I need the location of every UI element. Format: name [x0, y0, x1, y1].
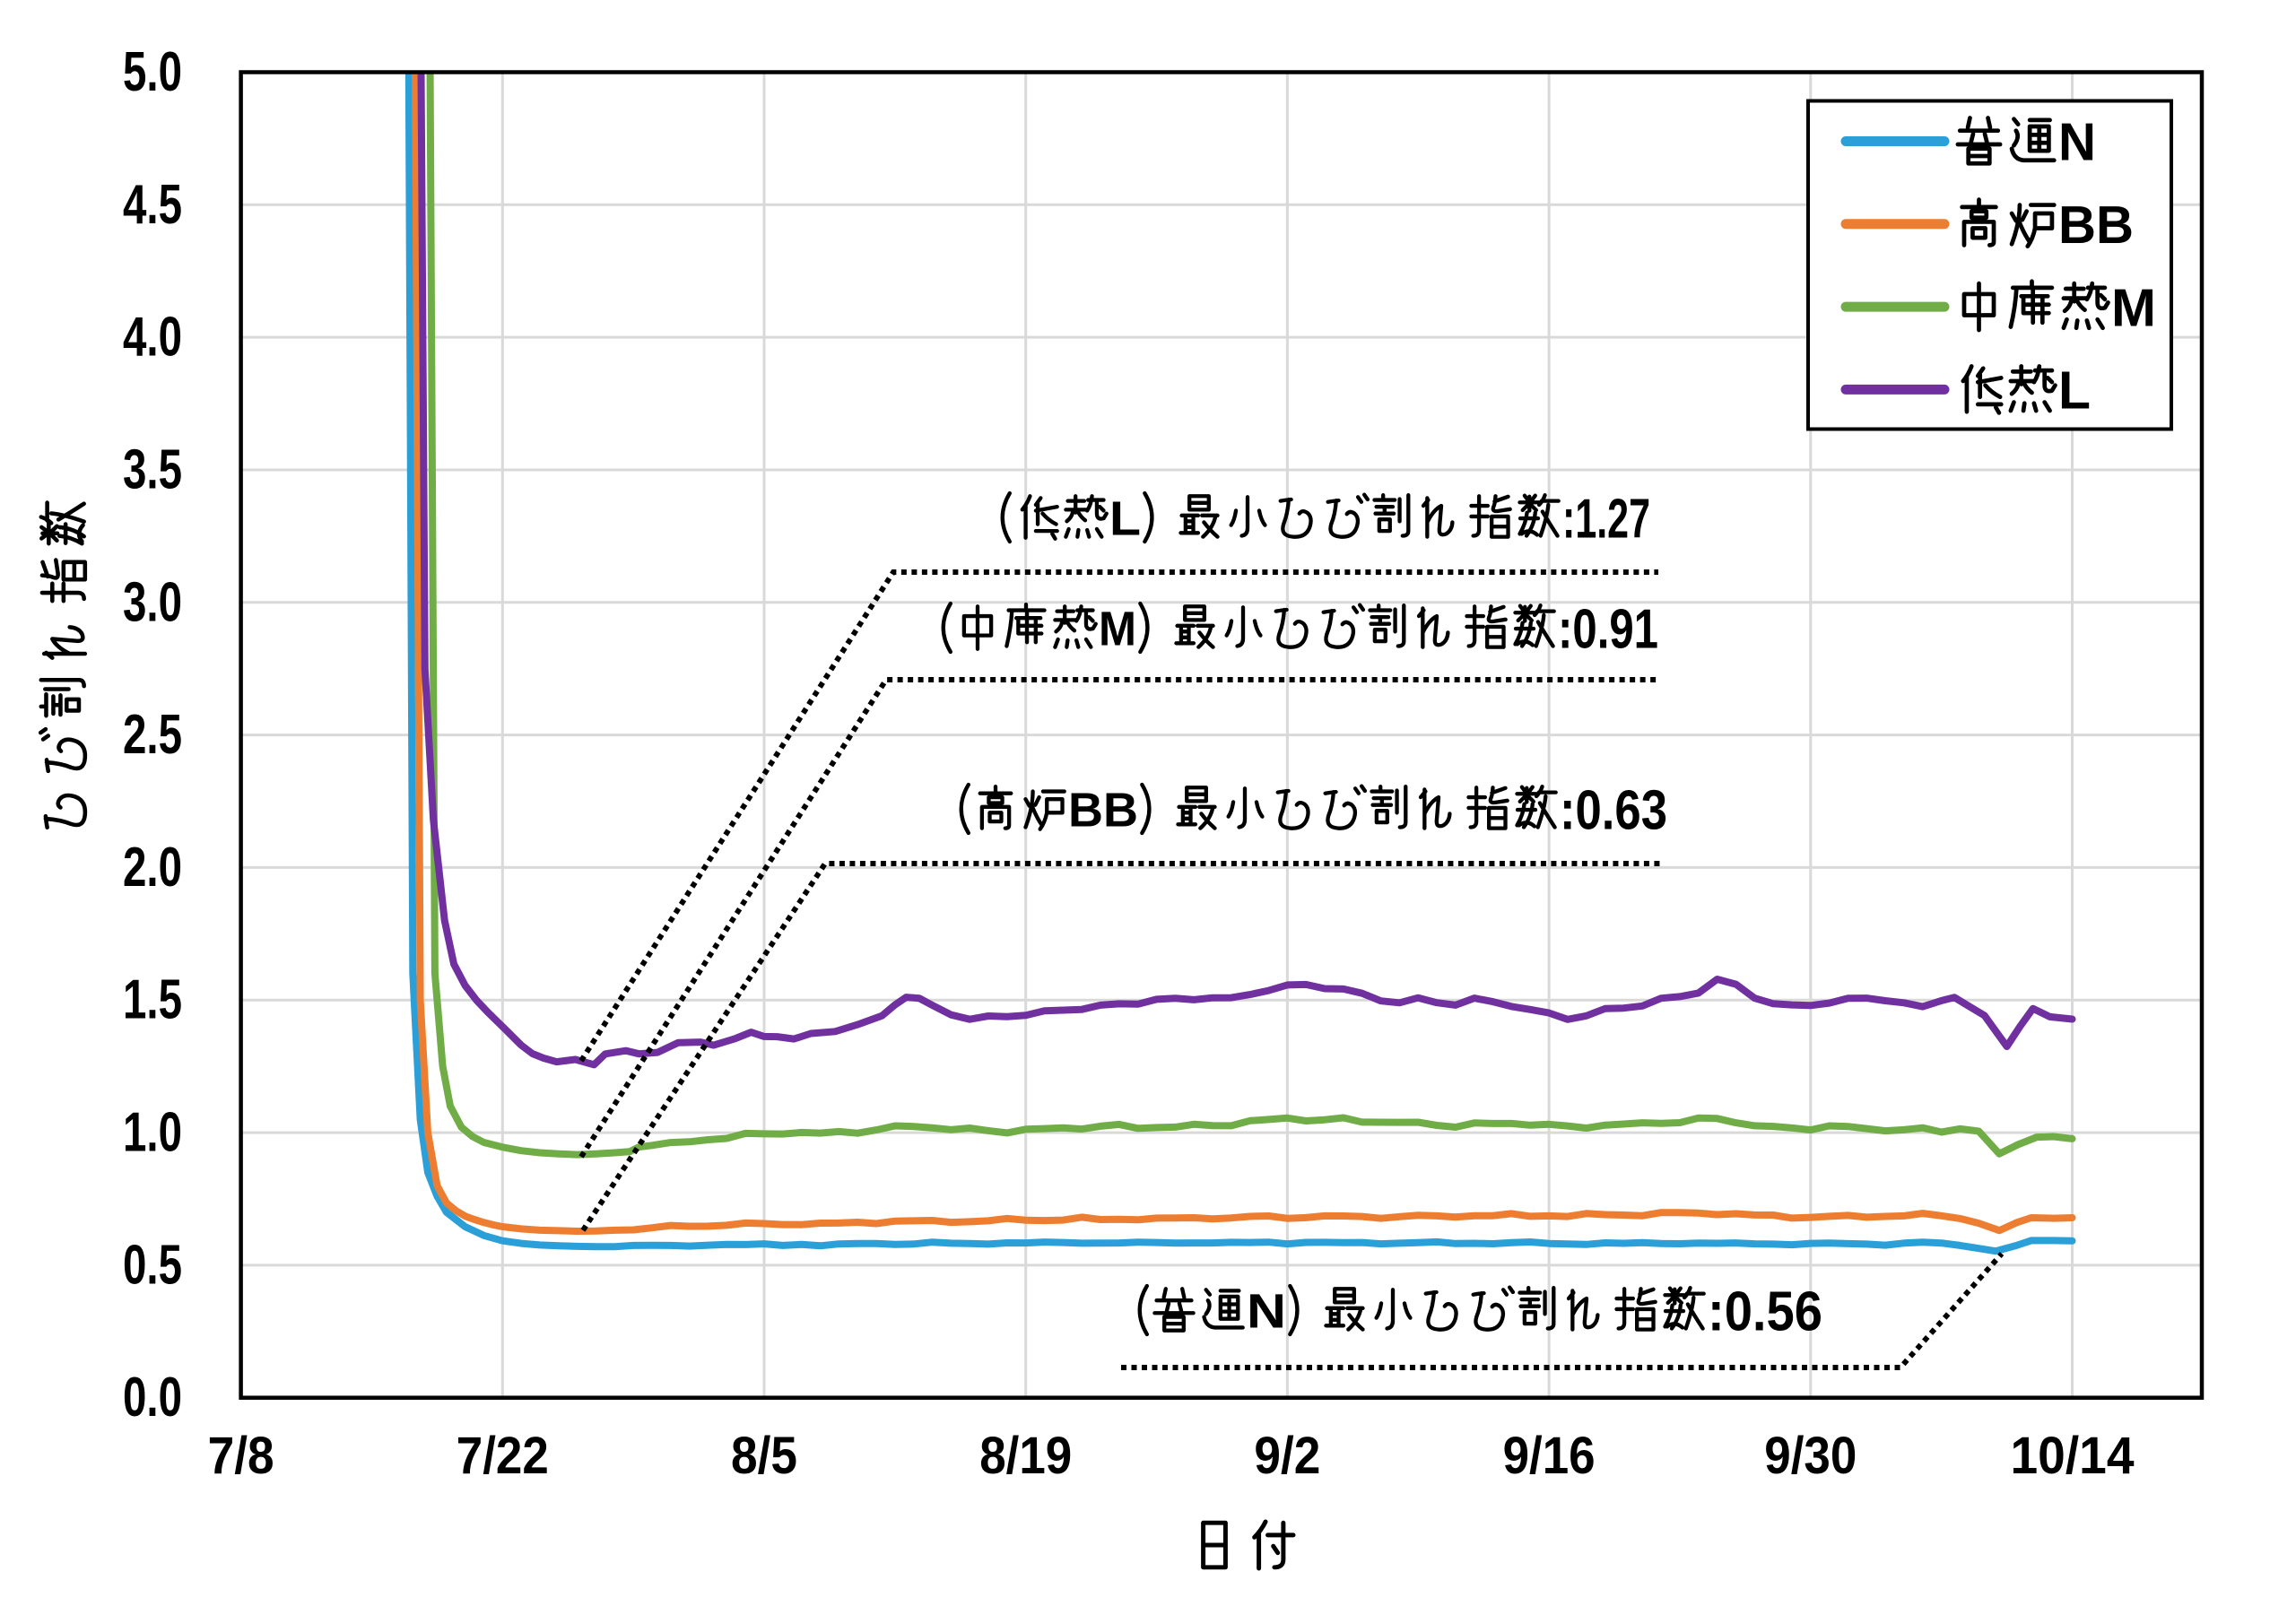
svg-text:8/5: 8/5 [731, 1427, 797, 1485]
svg-text:4.5: 4.5 [123, 174, 182, 236]
svg-text:1.0: 1.0 [123, 1102, 182, 1164]
svg-text:L: L [2058, 361, 2091, 421]
svg-text:N: N [1247, 1284, 1286, 1338]
svg-text:BB: BB [1068, 783, 1138, 837]
svg-text:3.0: 3.0 [123, 571, 182, 633]
svg-text:0.0: 0.0 [123, 1367, 182, 1428]
svg-text:10/14: 10/14 [2011, 1427, 2135, 1485]
svg-text::0.56: :0.56 [1708, 1281, 1822, 1342]
svg-text:0.5: 0.5 [123, 1234, 182, 1296]
svg-text:7/8: 7/8 [208, 1427, 274, 1485]
svg-text:9/30: 9/30 [1764, 1427, 1857, 1485]
svg-text:2.0: 2.0 [123, 837, 182, 899]
svg-text:8/19: 8/19 [979, 1427, 1072, 1485]
svg-text::0.63: :0.63 [1560, 779, 1667, 841]
svg-text:BB: BB [2058, 195, 2134, 255]
svg-text:2.5: 2.5 [123, 704, 182, 766]
svg-text:4.0: 4.0 [123, 307, 182, 369]
svg-text:N: N [2058, 113, 2096, 172]
svg-text:5.0: 5.0 [123, 41, 182, 103]
svg-text:3.5: 3.5 [123, 439, 182, 501]
svg-text::0.91: :0.91 [1558, 598, 1658, 660]
svg-text:1.5: 1.5 [123, 969, 182, 1031]
svg-text::1.27: :1.27 [1562, 488, 1650, 550]
svg-text:9/2: 9/2 [1254, 1427, 1320, 1485]
svg-text:M: M [2111, 278, 2156, 337]
svg-text:M: M [1099, 602, 1136, 656]
svg-text:L: L [1109, 491, 1141, 545]
svg-text:9/16: 9/16 [1503, 1427, 1596, 1485]
svg-text:7/22: 7/22 [457, 1427, 549, 1485]
